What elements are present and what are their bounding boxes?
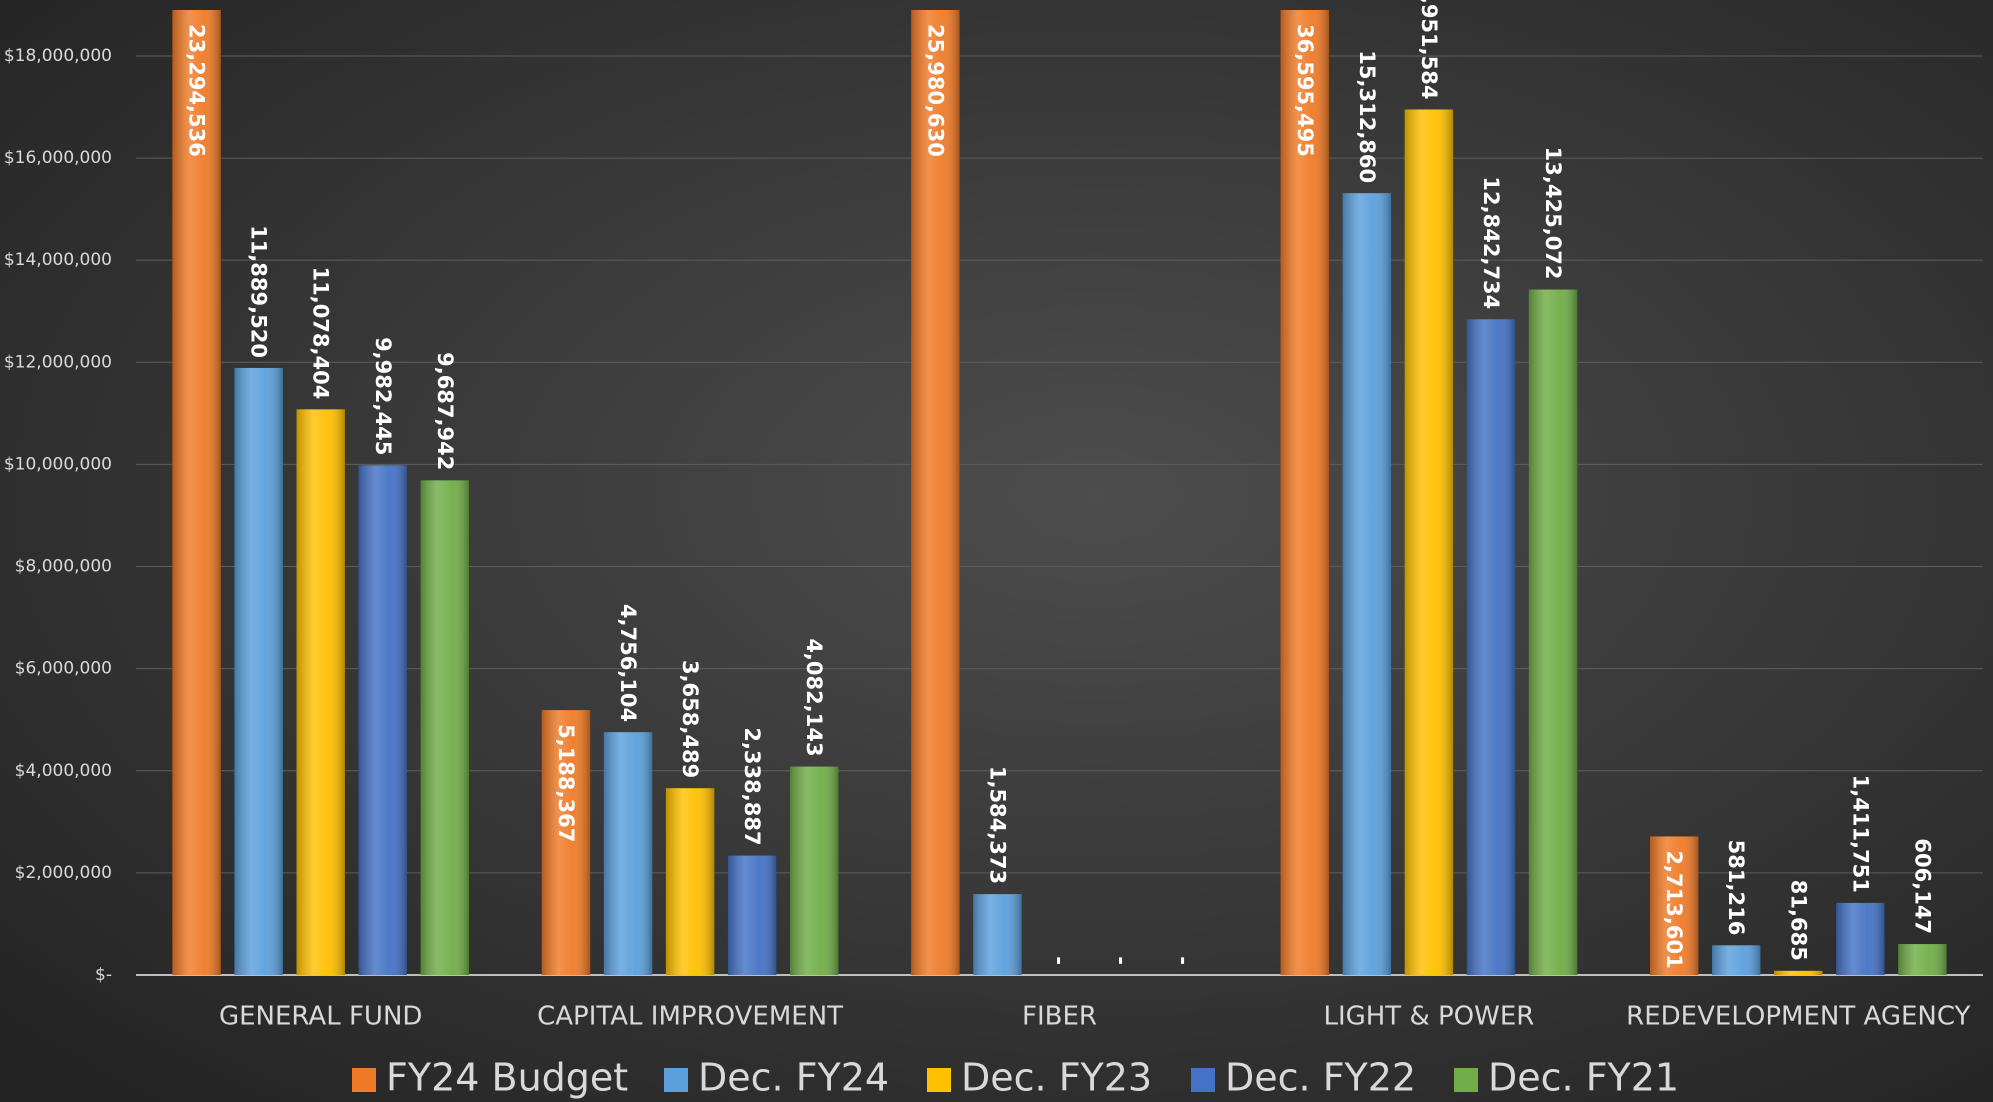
data-label: 4,082,143 [802,638,826,756]
data-label: - [1172,956,1196,965]
x-tick-label: REDEVELOPMENT AGENCY [1626,1002,1970,1032]
y-tick-label: $- [95,965,112,985]
legend-marker [1191,1068,1215,1092]
data-label: 9,982,445 [371,337,395,455]
bar-shade [665,788,715,975]
legend-marker [1454,1068,1478,1092]
data-label: 23,294,536 [185,24,209,157]
y-tick-label: $4,000,000 [15,761,112,781]
bar-shade [790,766,839,975]
x-tick-label: LIGHT & POWER [1323,1002,1534,1032]
bar-shade [296,409,345,975]
bar [1649,836,1699,975]
bar [1528,289,1578,975]
data-label: - [1110,956,1134,965]
bar-shade [1466,319,1516,976]
bar [420,480,470,975]
y-tick-label: $6,000,000 [15,659,112,679]
bar-shade [603,732,653,975]
legend-marker [352,1068,376,1092]
bar-shade [1404,109,1454,976]
bar [665,788,715,975]
bar [358,465,407,975]
data-label: 5,188,367 [554,724,578,842]
data-label: 1,584,373 [985,766,1009,884]
bar [296,409,345,975]
data-label: 11,889,520 [247,225,271,358]
data-label: 81,685 [1786,880,1810,961]
bar [1280,10,1329,975]
bar-shade [973,894,1022,975]
bar-shade [1528,289,1578,975]
bar-shade [1342,193,1392,976]
data-label: 25,980,630 [923,24,947,157]
bar-shade [1898,944,1947,975]
data-label: 581,216 [1724,840,1748,936]
bar-shade [420,480,470,975]
bar [541,710,591,975]
data-label: 36,595,495 [1293,24,1317,157]
y-tick-label: $14,000,000 [4,250,112,270]
data-label: 16,951,584 [1417,0,1441,99]
bar-shade [1712,945,1761,975]
bar [1466,319,1516,976]
legend-marker [664,1068,688,1092]
data-label: 13,425,072 [1541,147,1565,280]
legend-label: Dec. FY24 [698,1056,889,1100]
bar [603,732,653,975]
bar-shade [1836,902,1885,975]
data-label: 11,078,404 [309,266,333,399]
data-label: 2,713,601 [1662,850,1686,968]
bar-shade [358,465,407,975]
bar [1712,945,1761,975]
bar [790,766,839,975]
legend-label: FY24 Budget [386,1056,628,1100]
bar-shade [234,367,283,975]
y-tick-label: $10,000,000 [4,454,112,474]
data-label: 4,756,104 [616,604,640,722]
bar-shade [541,710,591,975]
bar-shade [727,855,777,975]
x-tick-label: CAPITAL IMPROVEMENT [537,1002,843,1032]
data-label: 606,147 [1910,838,1934,934]
bar [1898,944,1947,975]
bar [1404,109,1454,976]
bar [1342,193,1392,976]
legend-label: Dec. FY21 [1488,1056,1679,1100]
bar-shade [1280,10,1329,975]
data-label: 1,411,751 [1848,775,1872,893]
data-label: 3,658,489 [678,660,702,778]
x-tick-label: GENERAL FUND [219,1002,422,1032]
bar [1836,902,1885,975]
bar-shade [1774,970,1823,975]
bar [1774,970,1823,975]
y-tick-label: $18,000,000 [4,46,112,66]
y-tick-label: $2,000,000 [15,863,112,883]
bar-shade [911,10,960,975]
data-label: 12,842,734 [1479,176,1503,309]
y-tick-label: $16,000,000 [4,148,112,168]
data-label: 15,312,860 [1355,50,1379,183]
y-tick-label: $8,000,000 [15,557,112,577]
plot-area [172,10,1947,976]
y-tick-label: $12,000,000 [4,352,112,372]
data-label: - [1048,956,1072,965]
legend-label: Dec. FY22 [1225,1056,1416,1100]
bar [234,367,283,975]
data-label: 2,338,887 [740,727,764,845]
x-tick-label: FIBER [1022,1002,1097,1032]
legend-label: Dec. FY23 [961,1056,1152,1100]
data-label: 9,687,942 [433,352,457,470]
bar [727,855,777,975]
legend-marker [927,1068,951,1092]
bar [973,894,1022,975]
bar [911,10,960,975]
bar-shade [172,10,221,975]
bar-shade [1649,836,1699,975]
bar [172,10,221,975]
